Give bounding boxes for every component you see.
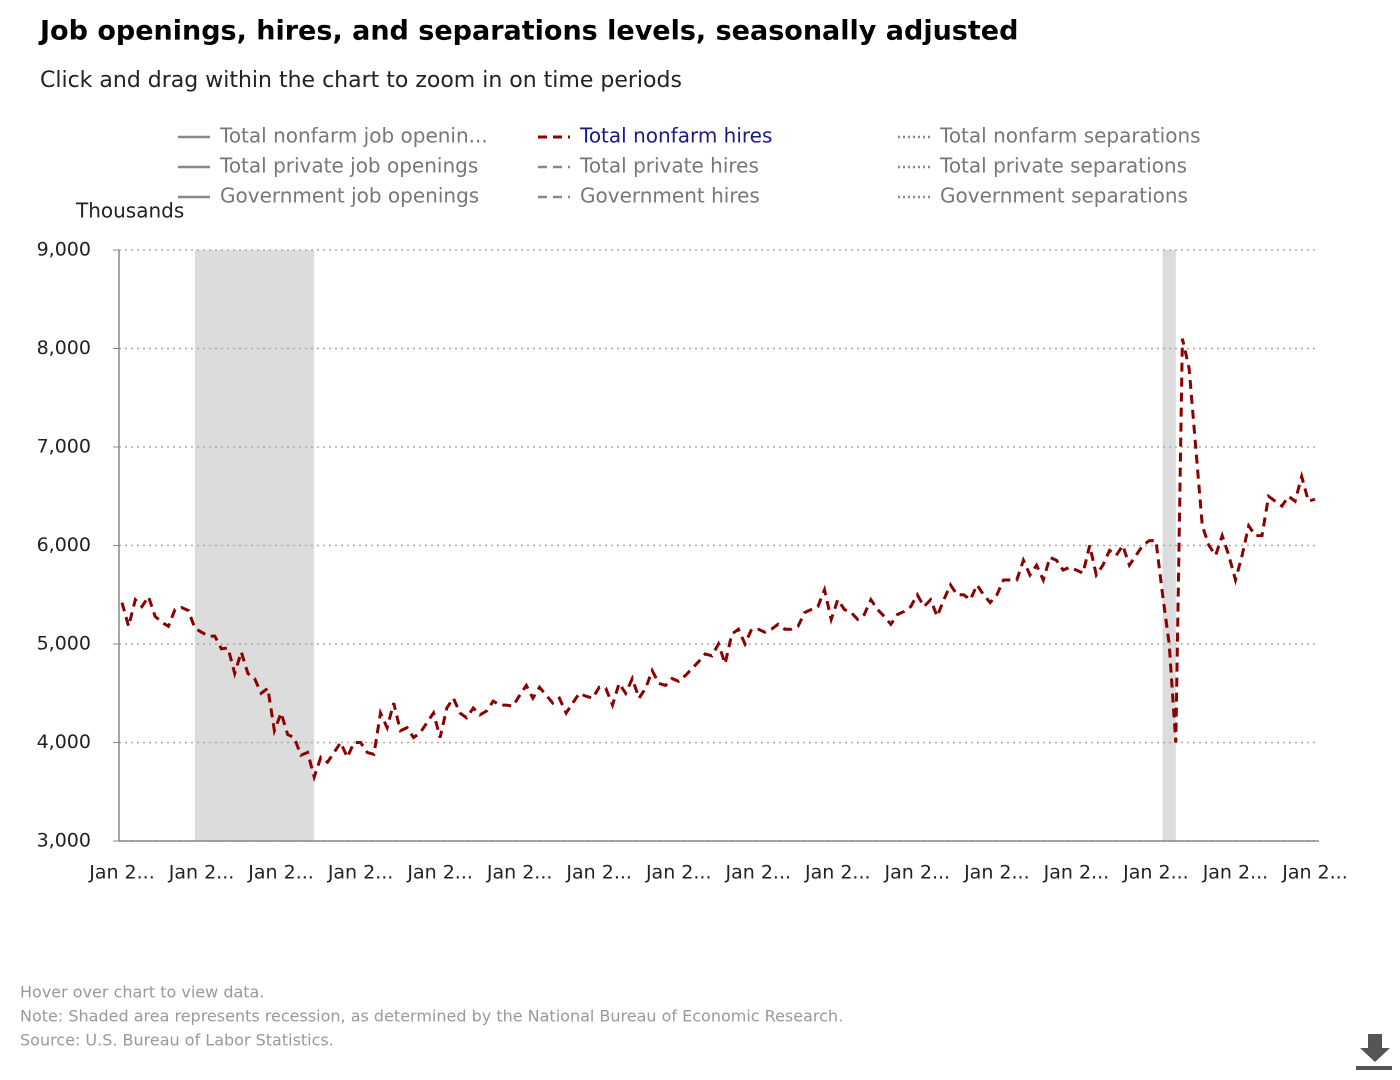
y-tick-label: 8,000	[37, 337, 91, 359]
x-tick-label: Jan 2...	[247, 862, 314, 884]
legend-label: Total nonfarm job openin...	[219, 124, 488, 148]
x-tick-label: Jan 2...	[1202, 862, 1269, 884]
recession-shade	[194, 250, 315, 841]
chart-subtitle: Click and drag within the chart to zoom …	[40, 68, 682, 93]
y-tick-label: 4,000	[37, 731, 91, 753]
legend-label: Total private hires	[579, 154, 759, 178]
x-tick-label: Jan 2...	[884, 862, 951, 884]
x-tick-label: Jan 2...	[963, 862, 1030, 884]
download-base[interactable]	[1356, 1066, 1392, 1070]
x-tick-label: Jan 2...	[486, 862, 553, 884]
data-line	[120, 338, 1316, 783]
y-axis-label: Thousands	[75, 199, 184, 223]
x-tick-label: Jan 2...	[1281, 862, 1348, 884]
x-tick-label: Jan 2...	[804, 862, 871, 884]
x-tick-label: Jan 2...	[327, 862, 394, 884]
footnote: Note: Shaded area represents recession, …	[20, 1007, 843, 1026]
legend-label: Total private job openings	[219, 154, 478, 178]
x-tick-label: Jan 2...	[168, 862, 235, 884]
x-tick-label: Jan 2...	[1122, 862, 1189, 884]
y-tick-label: 7,000	[37, 436, 91, 458]
x-tick-label: Jan 2...	[1043, 862, 1110, 884]
x-tick-label: Jan 2...	[406, 862, 473, 884]
y-tick-label: 5,000	[37, 633, 91, 655]
x-tick-label: Jan 2...	[724, 862, 791, 884]
legend-label: Government job openings	[220, 184, 479, 208]
download-button[interactable]	[1354, 1030, 1394, 1072]
legend-label: Total nonfarm separations	[939, 124, 1201, 148]
legend-label: Government hires	[580, 184, 760, 208]
x-tick-label: Jan 2...	[645, 862, 712, 884]
y-tick-label: 3,000	[37, 830, 91, 852]
footnote: Source: U.S. Bureau of Labor Statistics.	[20, 1031, 334, 1050]
legend-label: Total nonfarm hires	[579, 124, 772, 148]
x-tick-label: Jan 2...	[565, 862, 632, 884]
download-arrow[interactable]	[1360, 1034, 1390, 1062]
legend-label: Government separations	[940, 184, 1188, 208]
chart-title: Job openings, hires, and separations lev…	[38, 16, 1018, 47]
footnote: Hover over chart to view data.	[20, 983, 264, 1002]
legend-label: Total private separations	[939, 154, 1187, 178]
y-tick-label: 9,000	[37, 239, 91, 261]
y-tick-label: 6,000	[37, 534, 91, 556]
x-tick-label: Jan 2...	[88, 862, 155, 884]
